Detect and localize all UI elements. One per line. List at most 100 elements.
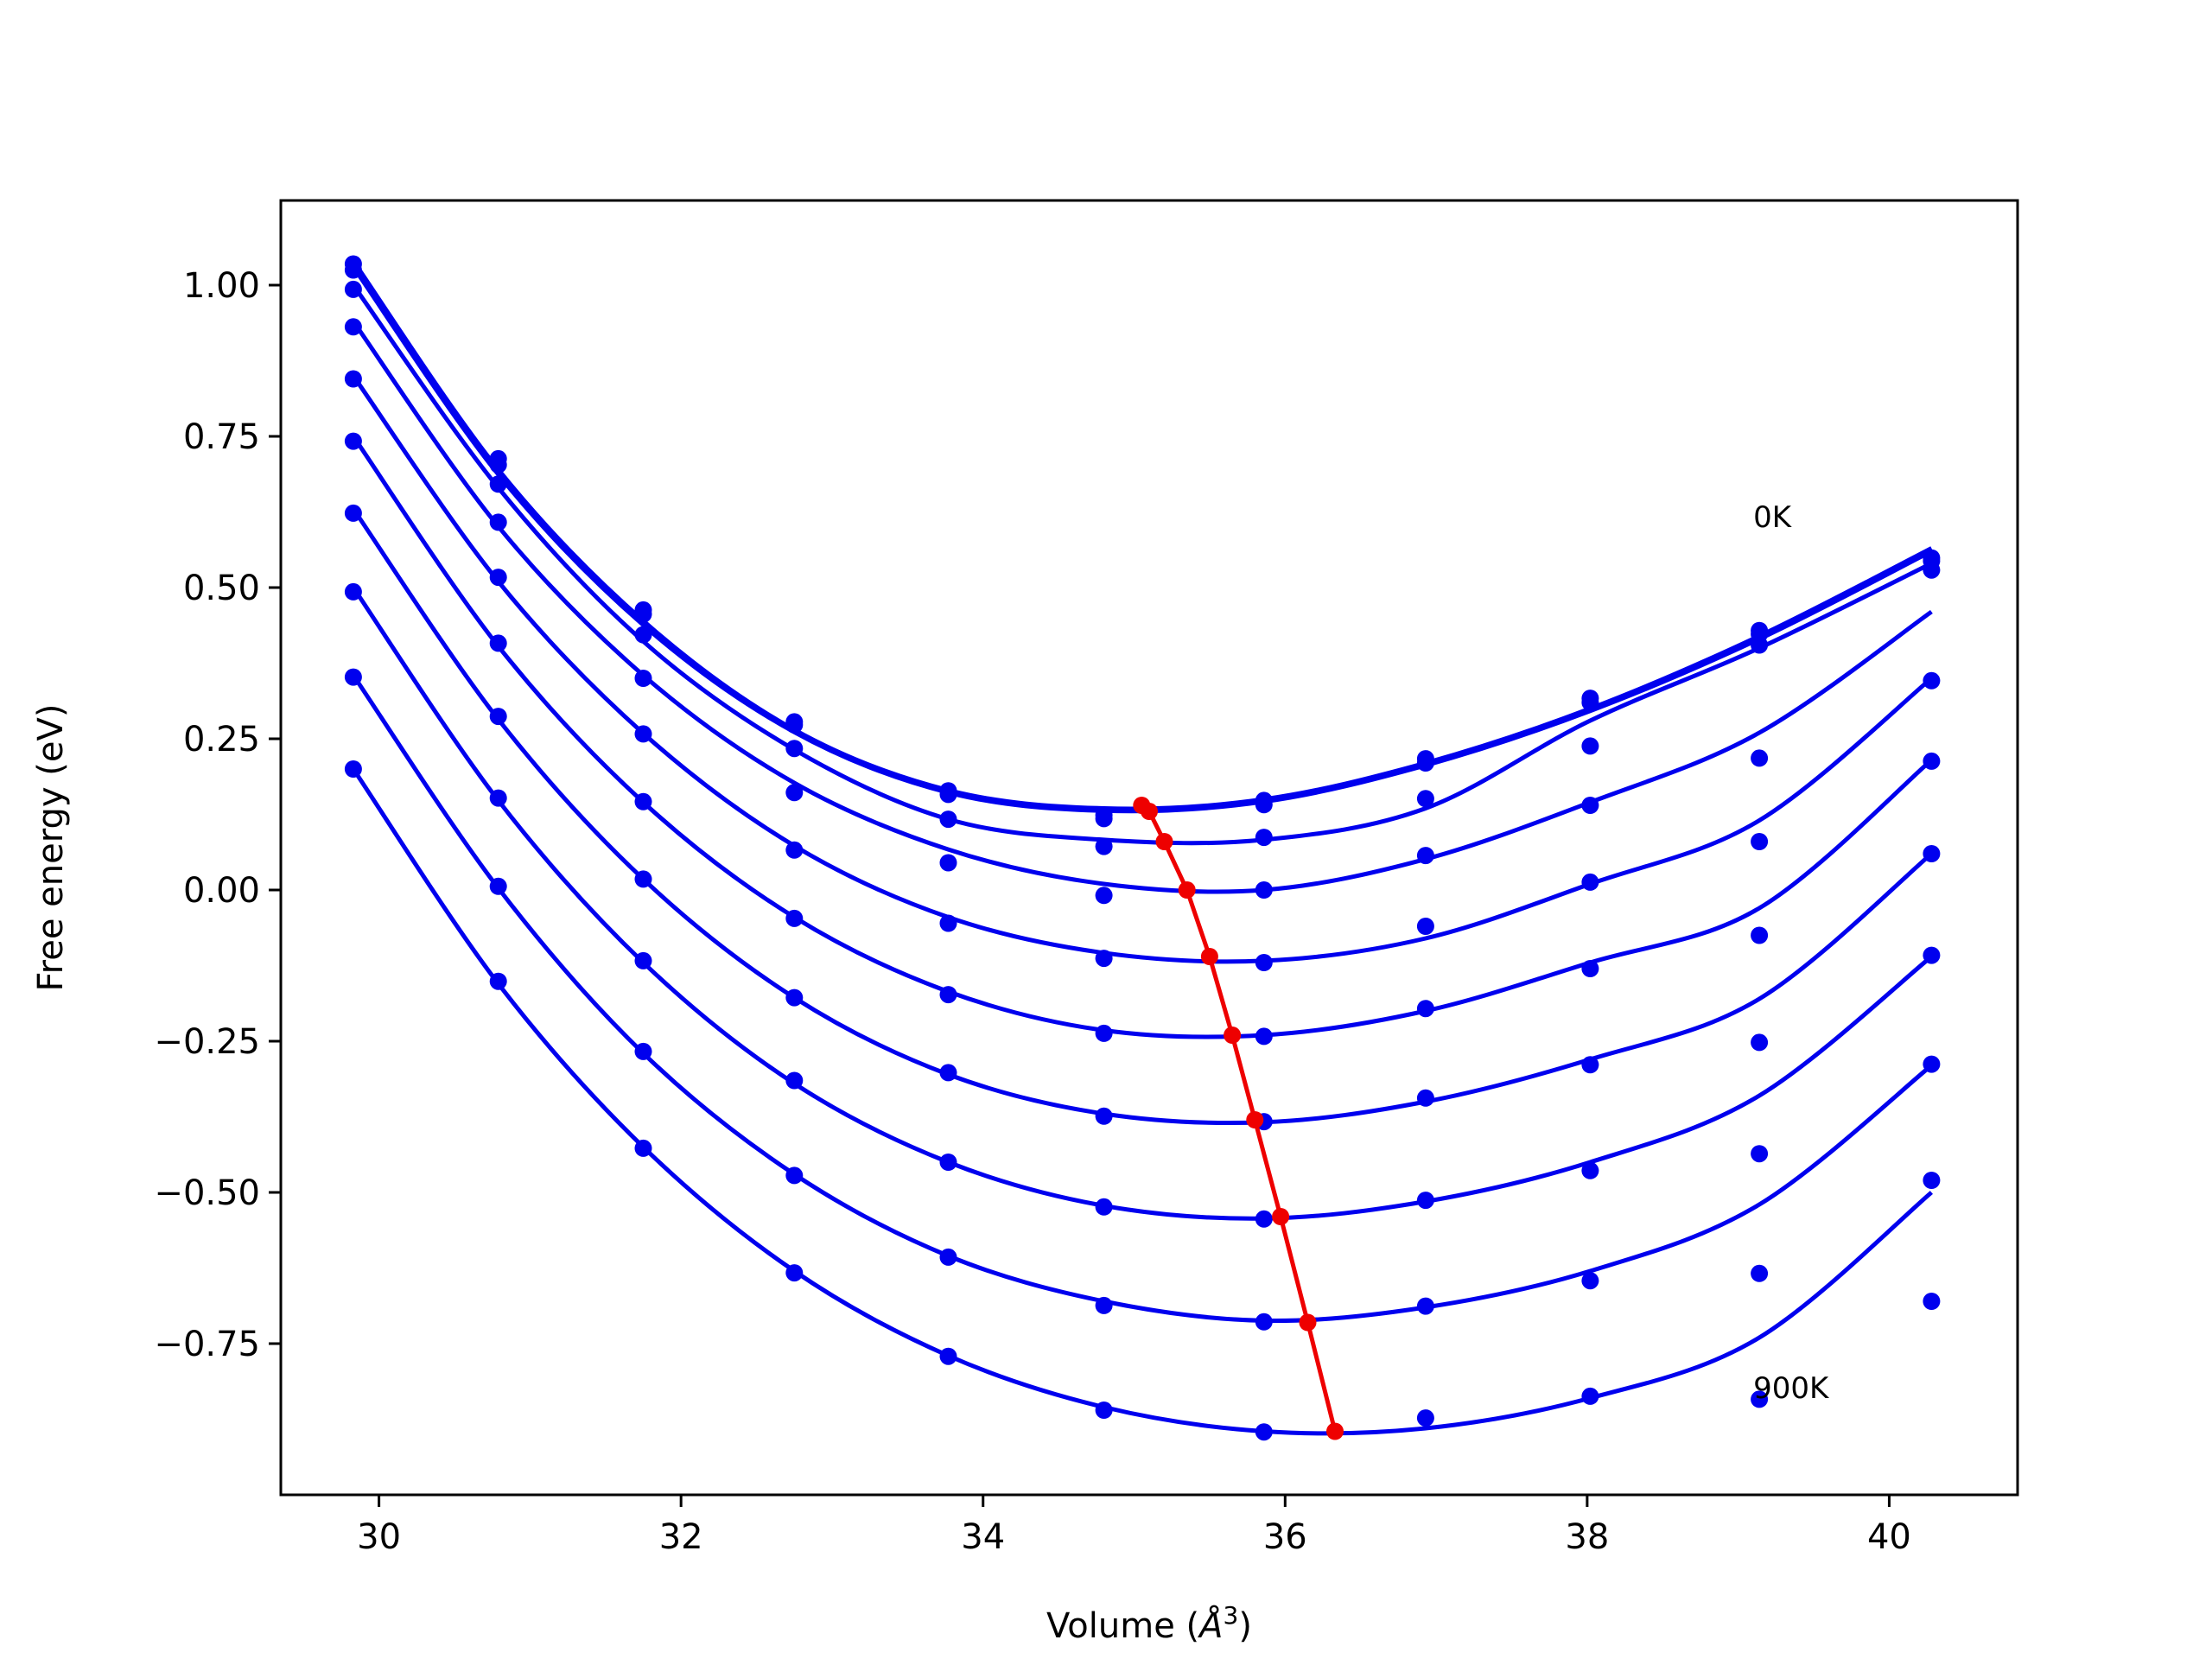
fit-curve-2 bbox=[351, 283, 1933, 846]
annotation-900k: 900K bbox=[1753, 1371, 1830, 1406]
data-point bbox=[1416, 1297, 1434, 1315]
data-point bbox=[1095, 1402, 1113, 1419]
data-point bbox=[1581, 873, 1599, 891]
data-point bbox=[634, 951, 652, 969]
data-point bbox=[1751, 833, 1769, 850]
x-tick-label: 34 bbox=[961, 1517, 1005, 1557]
data-point bbox=[785, 841, 804, 859]
data-point bbox=[1255, 1210, 1273, 1228]
data-point bbox=[1095, 1198, 1113, 1216]
y-tick-label: −0.50 bbox=[154, 1173, 260, 1213]
fit-curve-8 bbox=[351, 674, 1933, 1324]
data-point bbox=[634, 870, 652, 888]
data-point bbox=[1923, 1172, 1941, 1189]
x-axis-ticks: 30 32 34 36 38 40 bbox=[357, 1495, 1911, 1557]
data-point bbox=[634, 1042, 652, 1060]
y-tick-label: 0.50 bbox=[183, 569, 260, 608]
data-point bbox=[1095, 950, 1113, 968]
data-point bbox=[1255, 954, 1273, 971]
plot-frame bbox=[279, 199, 2019, 1497]
data-point bbox=[489, 475, 507, 493]
data-point bbox=[1416, 790, 1434, 808]
fit-curve-1 bbox=[351, 265, 1933, 814]
data-point bbox=[489, 877, 507, 895]
data-point bbox=[1581, 960, 1599, 977]
data-point bbox=[1255, 1313, 1273, 1331]
data-point bbox=[1416, 1192, 1434, 1210]
data-point bbox=[785, 988, 804, 1007]
data-point bbox=[489, 708, 507, 726]
data-point bbox=[1923, 752, 1941, 770]
x-axis-title: Volume (Å3) bbox=[1046, 1601, 1252, 1646]
data-point bbox=[1751, 749, 1769, 767]
x-tick-label: 36 bbox=[1263, 1517, 1307, 1557]
data-point bbox=[344, 668, 362, 686]
minimum-energy-path bbox=[1133, 797, 1344, 1440]
data-point bbox=[1581, 797, 1599, 814]
data-point bbox=[344, 318, 362, 336]
data-point bbox=[489, 972, 507, 990]
x-tick-label: 38 bbox=[1565, 1517, 1609, 1557]
data-point bbox=[939, 1347, 957, 1365]
data-point bbox=[1255, 881, 1273, 899]
data-point bbox=[634, 626, 652, 644]
data-point bbox=[1095, 887, 1113, 905]
data-point bbox=[344, 261, 362, 279]
minimum-point bbox=[1200, 948, 1218, 965]
minimum-point bbox=[1141, 803, 1158, 820]
data-point bbox=[1751, 926, 1769, 944]
data-point bbox=[939, 785, 957, 804]
data-point bbox=[1751, 1390, 1769, 1408]
data-point bbox=[1923, 1055, 1941, 1073]
data-point bbox=[785, 740, 804, 758]
data-point bbox=[1751, 1264, 1769, 1282]
data-point bbox=[634, 792, 652, 810]
data-point bbox=[939, 810, 957, 829]
data-point bbox=[1751, 1033, 1769, 1052]
data-point bbox=[489, 513, 507, 531]
minimum-point bbox=[1155, 833, 1173, 850]
data-point bbox=[939, 854, 957, 872]
y-tick-label: −0.75 bbox=[154, 1325, 260, 1364]
data-point bbox=[634, 725, 652, 743]
minimum-point bbox=[1178, 881, 1196, 899]
data-point bbox=[1095, 1024, 1113, 1042]
y-tick-label: 1.00 bbox=[183, 266, 260, 306]
y-tick-label: 0.75 bbox=[183, 417, 260, 457]
data-point bbox=[634, 1139, 652, 1157]
data-point bbox=[1416, 1089, 1434, 1107]
data-point bbox=[1095, 837, 1113, 855]
data-point bbox=[1751, 1145, 1769, 1163]
data-point bbox=[1416, 1000, 1434, 1018]
data-point bbox=[1255, 1027, 1273, 1046]
data-point bbox=[1255, 1423, 1273, 1441]
data-point bbox=[939, 986, 957, 1004]
data-point bbox=[1416, 847, 1434, 865]
data-point bbox=[1416, 754, 1434, 772]
data-point bbox=[785, 1071, 804, 1090]
data-point bbox=[1923, 561, 1941, 579]
data-points bbox=[344, 255, 1941, 1441]
y-tick-label: −0.25 bbox=[154, 1022, 260, 1062]
data-point bbox=[1416, 1409, 1434, 1427]
data-point bbox=[1751, 636, 1769, 654]
data-point bbox=[1581, 1161, 1599, 1179]
fit-curve-5 bbox=[351, 435, 1934, 1039]
data-point bbox=[1923, 1293, 1941, 1310]
y-axis-ticks: 1.00 0.75 0.50 0.25 0.00 −0.25 −0.50 −0.75 bbox=[154, 266, 281, 1364]
data-point bbox=[1581, 1272, 1599, 1290]
x-tick-label: 32 bbox=[659, 1517, 703, 1557]
data-point bbox=[489, 455, 507, 474]
minimum-point bbox=[1272, 1208, 1290, 1225]
data-point bbox=[939, 914, 957, 932]
minimum-point bbox=[1299, 1313, 1317, 1332]
data-point bbox=[1095, 810, 1113, 828]
data-point bbox=[939, 1064, 957, 1082]
data-point bbox=[1581, 694, 1599, 711]
data-point bbox=[489, 569, 507, 587]
data-point bbox=[785, 1264, 804, 1282]
y-tick-label: 0.25 bbox=[183, 720, 260, 760]
fit-curve-3 bbox=[351, 320, 1933, 894]
data-point bbox=[1255, 829, 1273, 847]
